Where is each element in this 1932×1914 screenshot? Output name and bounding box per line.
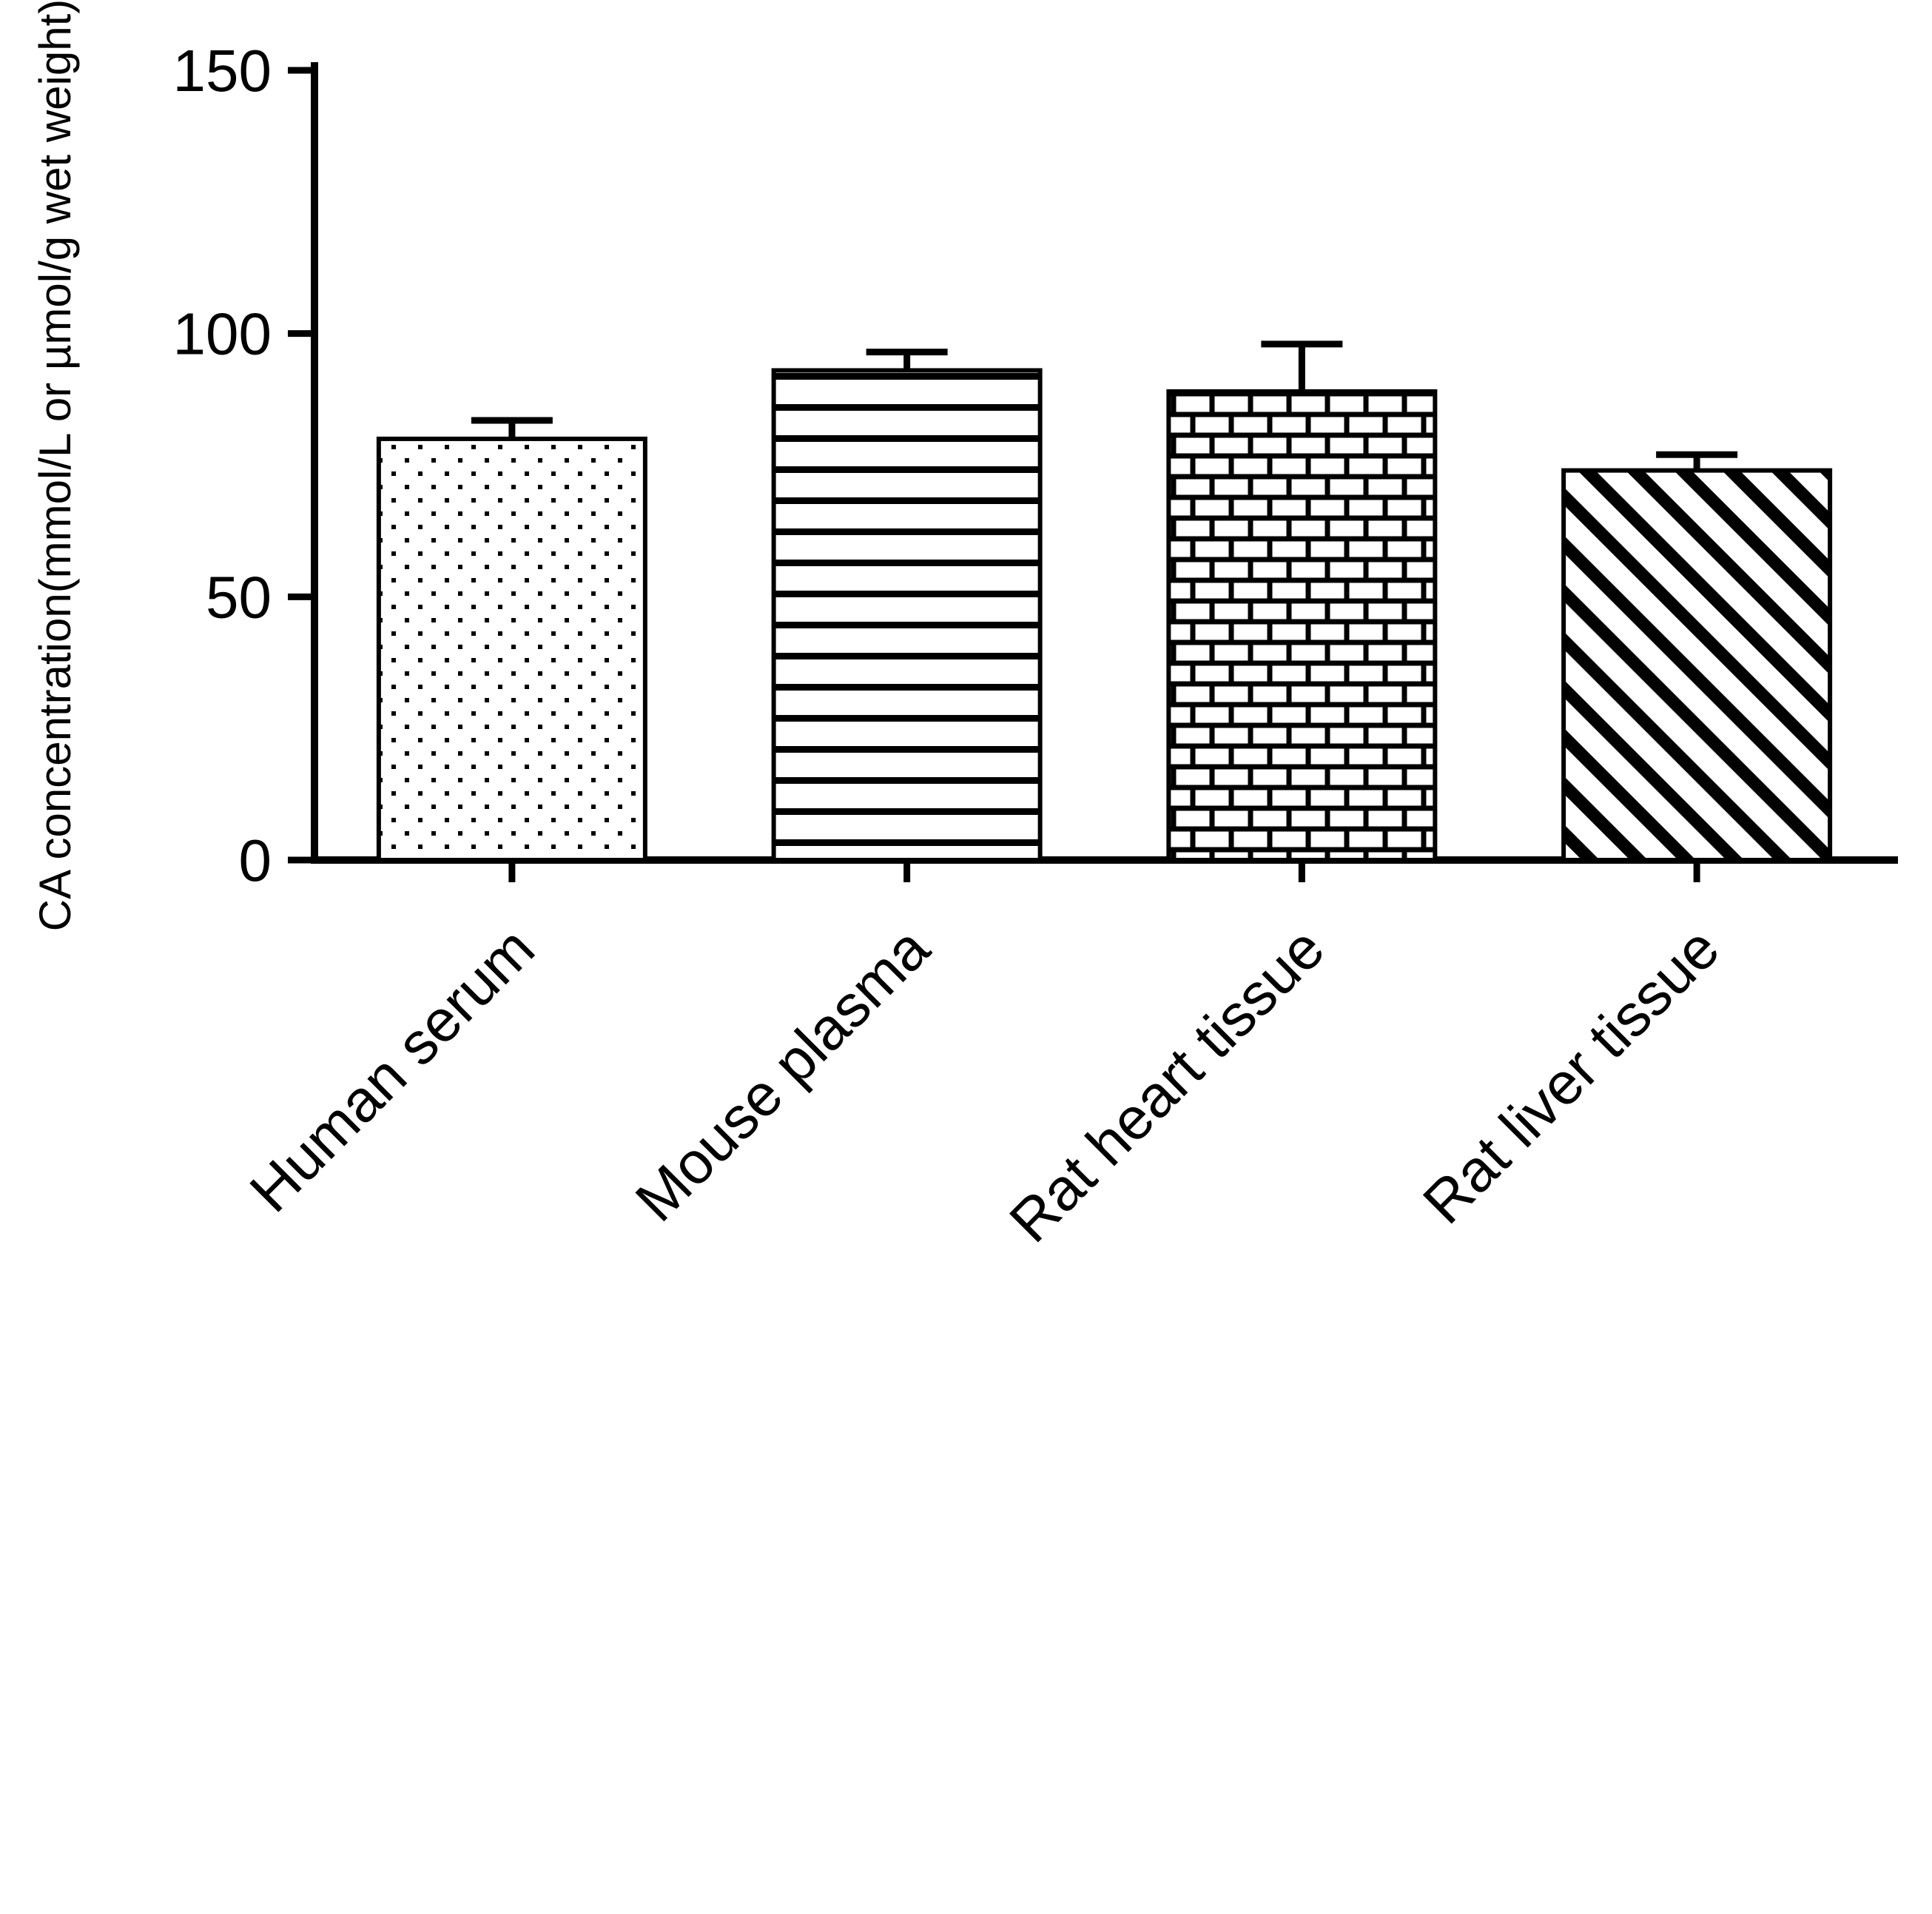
bar-human-serum	[376, 436, 647, 862]
y-tick-label-50: 50	[206, 564, 272, 630]
x-label-rat-liver-tissue: Rat liver tissue	[1410, 915, 1731, 1236]
y-tick-label-0: 0	[239, 827, 272, 893]
y-tick-label-100: 100	[173, 301, 272, 367]
y-tick-label-150: 150	[173, 38, 272, 104]
bar-rat-liver-tissue	[1561, 468, 1833, 862]
plot-area: CA concentration(mmol/L or µmol/g wet we…	[30, 0, 1898, 1255]
x-label-rat-heart-tissue: Rat heart tissue	[997, 915, 1336, 1255]
x-label-mouse-plasma: Mouse plasma	[623, 915, 942, 1234]
x-label-human-serum: Human serum	[238, 915, 547, 1224]
bar-rat-heart-tissue	[1166, 389, 1438, 862]
y-axis-title: CA concentration(mmol/L or µmol/g wet we…	[30, 0, 80, 931]
bar-mouse-plasma	[771, 368, 1043, 862]
